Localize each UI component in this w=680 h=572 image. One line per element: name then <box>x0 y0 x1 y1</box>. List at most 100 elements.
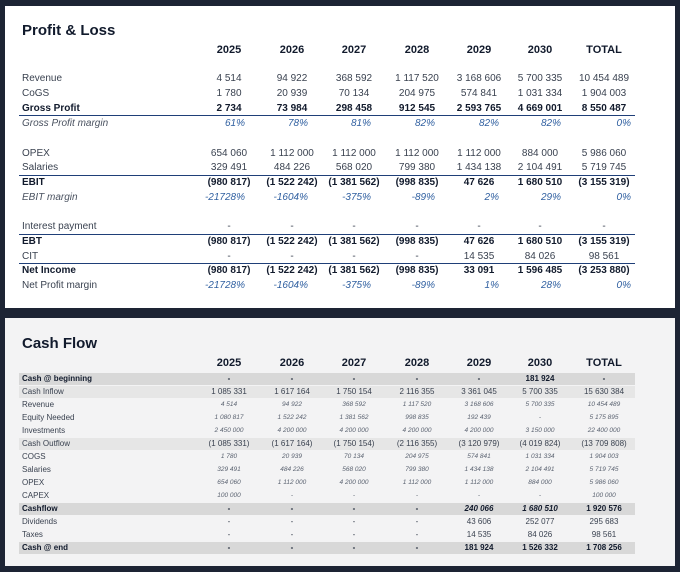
cf-cell: 799 380 <box>405 466 429 473</box>
pl-cell: 29% <box>540 192 561 203</box>
cf-row-label: Taxes <box>22 530 43 539</box>
pl-cell: - <box>352 221 356 232</box>
cf-cell: - <box>352 492 356 499</box>
pl-cell: 654 060 <box>210 148 248 159</box>
cf-cell: 100 000 <box>592 492 616 499</box>
pl-cell: 204 975 <box>398 88 436 99</box>
pl-cell: 4 514 <box>216 73 242 84</box>
pl-cell: 78% <box>287 118 308 129</box>
pl-cell: 84 026 <box>524 251 556 262</box>
cf-cell: 654 060 <box>217 479 241 486</box>
cf-row: Investments 2 450 000 4 200 000 4 200 000 4 … <box>19 425 635 437</box>
cf-row: OPEX 654 060 1 112 000 4 200 000 1 112 000 1 … <box>19 477 635 489</box>
cf-header-cell: 2027 <box>341 357 367 369</box>
pl-cell: 98 561 <box>588 251 620 262</box>
cf-cell: 4 200 000 <box>277 427 307 434</box>
pl-cell: 1 680 510 <box>517 236 563 247</box>
cf-cell: 1 526 332 <box>522 543 558 552</box>
cf-header-cell: TOTAL <box>586 357 622 369</box>
pl-cell: (3 155 319) <box>578 236 630 247</box>
cf-cell: (1 750 154) <box>333 439 375 448</box>
pl-header-cell: TOTAL <box>586 44 622 56</box>
pl-cell: (1 381 562) <box>328 236 380 247</box>
pl-cell: 73 984 <box>276 103 308 114</box>
pl-cell: 1 112 000 <box>332 148 376 159</box>
cf-header-cell: 2030 <box>527 357 553 369</box>
pl-header-cell: 2026 <box>279 44 305 56</box>
cf-cell: 3 168 606 <box>464 401 494 408</box>
pl-cell: 568 020 <box>335 162 373 173</box>
pl-cell: 574 841 <box>460 88 498 99</box>
pl-rule <box>19 115 635 116</box>
pl-cell: (1 381 562) <box>328 177 380 188</box>
cf-cell: 368 592 <box>342 401 366 408</box>
pl-cell: - <box>227 251 231 262</box>
cf-cell: 1 680 510 <box>522 504 558 513</box>
pl-cell: 799 380 <box>398 162 436 173</box>
pl-rule <box>19 263 635 264</box>
pl-header-cell: 2025 <box>216 44 242 56</box>
cf-cell: 43 606 <box>466 517 492 526</box>
cf-cell: 4 200 000 <box>339 479 369 486</box>
pl-row: CIT - - - - 14 535 84 026 98 561 <box>19 250 635 266</box>
cf-cell: - <box>290 374 294 383</box>
cf-cell: (3 120 979) <box>458 439 500 448</box>
cf-row-label: Cash @ beginning <box>22 374 93 383</box>
pl-cell: 484 226 <box>273 162 311 173</box>
cf-cell: 1 904 003 <box>589 453 619 460</box>
cf-cell: 1 031 334 <box>525 453 555 460</box>
cf-row-label: Salaries <box>22 465 51 474</box>
cf-cell: 5 175 895 <box>589 414 619 421</box>
pl-cell: 2 104 491 <box>517 162 563 173</box>
pl-cell: -89% <box>411 192 435 203</box>
pl-header-cell: 2030 <box>527 44 553 56</box>
cf-cell: 1 117 520 <box>402 401 432 408</box>
pl-cell: 94 922 <box>276 73 308 84</box>
cf-row: Equity Needed 1 080 817 1 522 242 1 381 562… <box>19 412 635 424</box>
pl-cell: 1 780 <box>216 88 242 99</box>
cf-cell: - <box>352 543 356 552</box>
cf-row-label: Cashflow <box>22 504 58 513</box>
cf-cell: - <box>290 530 294 539</box>
cf-cell: 100 000 <box>217 492 241 499</box>
pl-header-cell: 2027 <box>341 44 367 56</box>
cf-cell: 4 200 000 <box>339 427 369 434</box>
pl-row-label: Gross Profit <box>22 103 80 114</box>
cf-cell: 1 112 000 <box>277 479 307 486</box>
pl-cell: 1 596 485 <box>517 265 563 276</box>
pl-row: EBT (980 817) (1 522 242) (1 381 562) (998 8… <box>19 235 635 251</box>
cf-cell: - <box>415 517 419 526</box>
cf-cell: - <box>227 504 231 513</box>
pl-row-label: CoGS <box>22 88 50 99</box>
cf-cell: 1 522 242 <box>277 414 307 421</box>
pl-row: OPEX 654 060 1 112 000 1 112 000 1 112 000 1 … <box>19 147 635 163</box>
pl-row: EBIT (980 817) (1 522 242) (1 381 562) (998 … <box>19 176 635 192</box>
pl-title: Profit & Loss <box>22 22 116 39</box>
cf-cell: (13 709 808) <box>581 439 627 448</box>
pl-cell: 70 134 <box>338 88 370 99</box>
pl-header-cell: 2029 <box>466 44 492 56</box>
cf-cell: 1 617 164 <box>274 387 310 396</box>
pl-row-label: EBIT margin <box>22 192 78 203</box>
cf-cell: - <box>290 492 294 499</box>
cf-cell: 1 708 256 <box>586 543 622 552</box>
cf-cell: 295 683 <box>589 517 619 526</box>
pl-cell: -89% <box>411 280 435 291</box>
pl-cell: 1% <box>484 280 499 291</box>
pl-cell: 0% <box>616 118 631 129</box>
cf-cell: 98 561 <box>591 530 617 539</box>
pl-row-label: EBT <box>22 236 42 247</box>
cf-cell: 1 920 576 <box>586 504 622 513</box>
cf-header-cell: 2026 <box>279 357 305 369</box>
pl-cell: - <box>477 221 481 232</box>
pl-row-label: Net Profit margin <box>22 280 98 291</box>
cf-cell: (4 019 824) <box>519 439 561 448</box>
pl-cell: 884 000 <box>521 148 559 159</box>
cf-cell: 4 200 000 <box>402 427 432 434</box>
cf-cell: (1 085 331) <box>208 439 250 448</box>
pl-cell: 3 168 606 <box>456 73 502 84</box>
pl-row-label: Revenue <box>22 73 63 84</box>
cf-cell: - <box>415 492 419 499</box>
pl-row: EBIT margin -21728% -1604% -375% -89% 2% 29% 0% <box>19 191 635 207</box>
cf-cell: - <box>602 374 606 383</box>
